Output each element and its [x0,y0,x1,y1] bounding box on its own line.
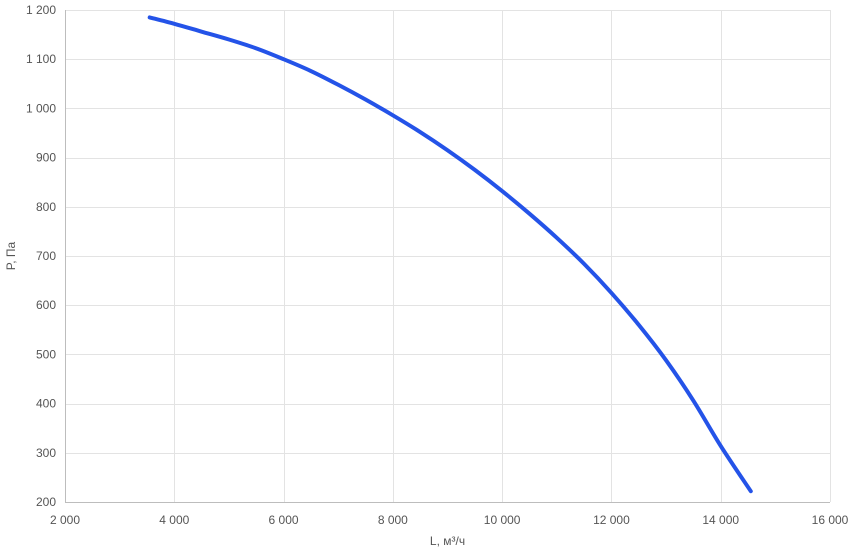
y-tick-label: 800 [36,200,56,214]
y-tick-label: 1 000 [26,101,56,115]
series [147,15,753,494]
y-axis-title: P, Па [4,241,18,270]
x-axis-title: L, м³/ч [430,534,465,548]
pressure-curve-line [147,15,753,494]
x-tick-label: 12 000 [593,513,630,527]
x-tick-label: 2 000 [50,513,80,527]
y-tick-label: 700 [36,249,56,263]
y-tick-label: 1 200 [26,3,56,17]
y-tick-label: 200 [36,495,56,509]
axes [65,10,830,503]
x-tick-label: 10 000 [484,513,521,527]
grid [65,10,831,502]
y-tick-label: 500 [36,347,56,361]
y-tick-label: 400 [36,397,56,411]
x-tick-label: 8 000 [378,513,408,527]
y-tick-label: 600 [36,298,56,312]
tick-labels: 2 000 4 000 6 000 8 000 10 000 12 000 14 000 16… [26,3,849,527]
y-tick-label: 300 [36,446,56,460]
y-tick-label: 900 [36,151,56,165]
x-tick-label: 4 000 [159,513,189,527]
x-tick-label: 14 000 [702,513,739,527]
y-tick-label: 1 100 [26,52,56,66]
x-tick-label: 6 000 [269,513,299,527]
x-tick-label: 16 000 [812,513,849,527]
